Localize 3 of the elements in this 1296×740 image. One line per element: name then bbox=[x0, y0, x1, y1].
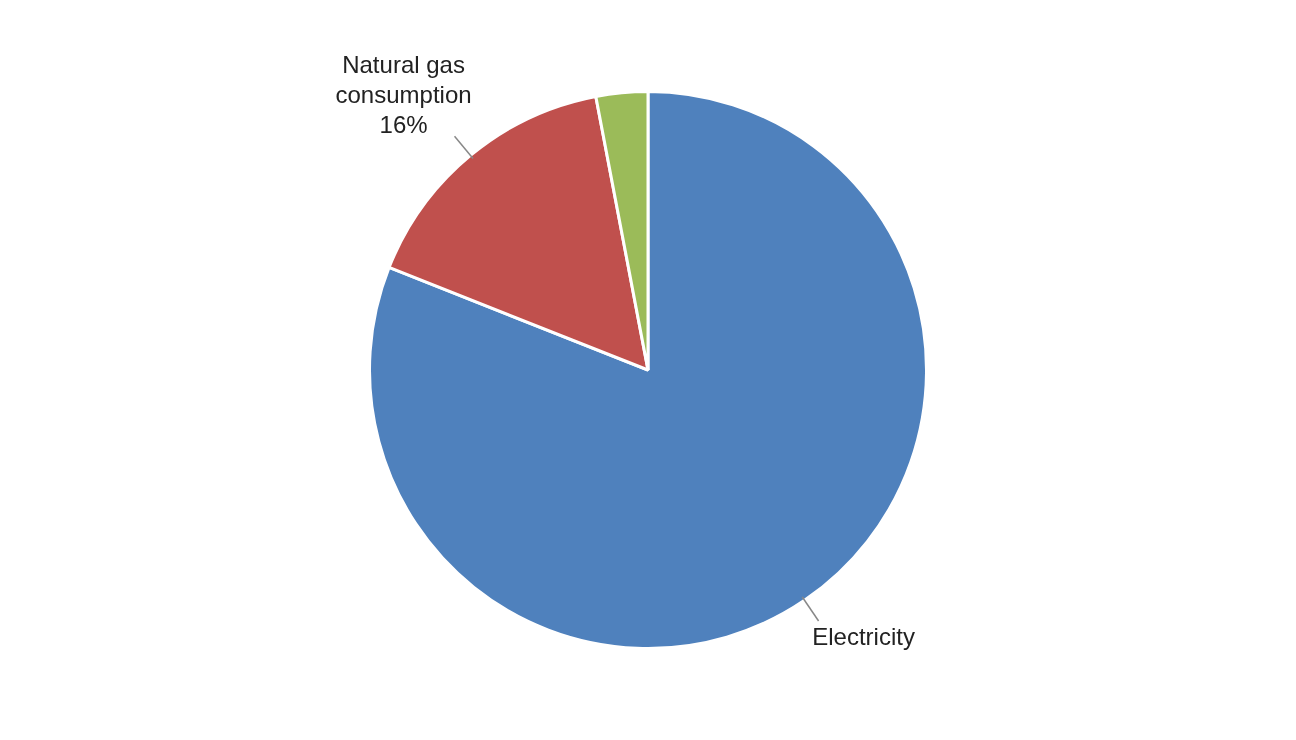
slice-label: Natural gas consumption bbox=[335, 51, 472, 109]
slice-label: Electricity bbox=[812, 623, 915, 651]
data-label: 16% bbox=[379, 111, 428, 139]
